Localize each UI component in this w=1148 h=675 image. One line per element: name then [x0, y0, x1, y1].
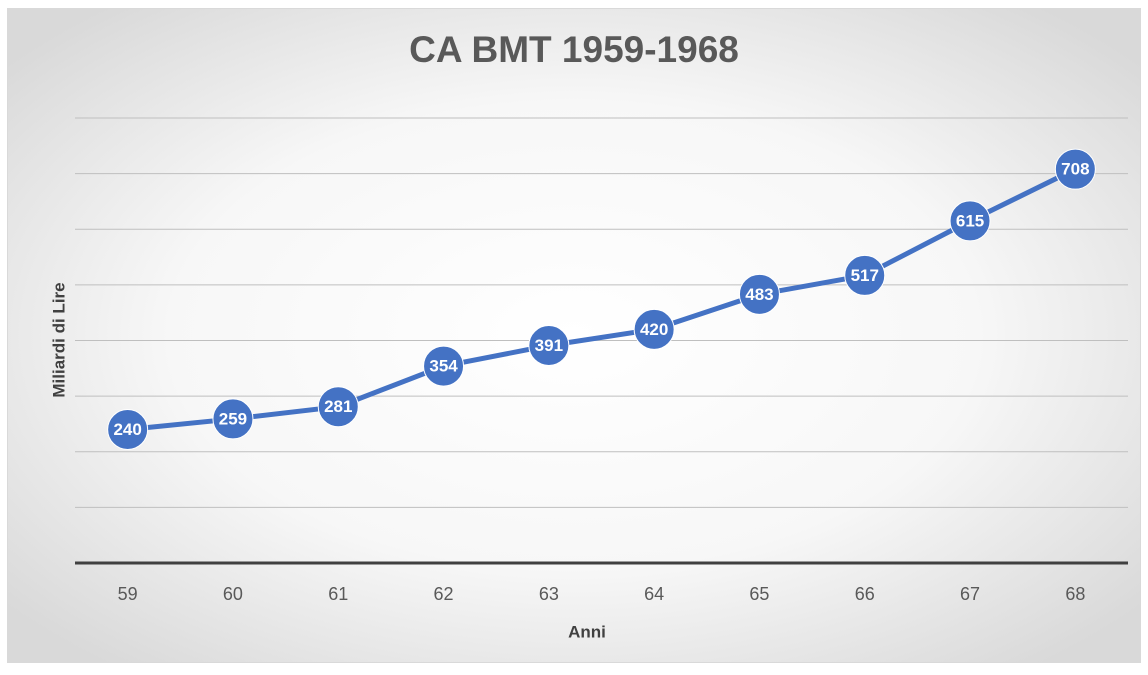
data-label: 240	[113, 420, 141, 439]
data-point	[423, 345, 465, 387]
x-tick-label: 63	[539, 584, 559, 604]
chart-title: CA BMT 1959-1968	[409, 29, 739, 70]
data-line	[127, 166, 1077, 432]
x-tick-label: 62	[434, 584, 454, 604]
data-point	[1054, 148, 1096, 190]
x-tick-label: 65	[749, 584, 769, 604]
data-point	[738, 273, 780, 315]
x-tick-label: 64	[644, 584, 664, 604]
data-label: 420	[640, 320, 668, 339]
data-point	[528, 325, 570, 367]
x-tick-label: 59	[118, 584, 138, 604]
x-tick-label: 66	[855, 584, 875, 604]
y-axis-label: Miliardi di Lire	[49, 282, 68, 397]
x-tick-label: 61	[328, 584, 348, 604]
data-point	[212, 398, 254, 440]
data-label: 354	[429, 357, 458, 376]
data-point	[633, 308, 675, 350]
data-label: 281	[324, 397, 352, 416]
x-tick-label: 67	[960, 584, 980, 604]
data-label: 259	[219, 409, 247, 428]
data-label: 483	[745, 285, 773, 304]
data-label: 517	[851, 266, 879, 285]
data-label: 615	[956, 211, 984, 230]
x-axis-label: Anni	[568, 622, 606, 641]
data-label: 708	[1061, 160, 1089, 179]
x-tick-label: 60	[223, 584, 243, 604]
data-point	[949, 200, 991, 242]
x-tick-label: 68	[1065, 584, 1085, 604]
data-point	[317, 386, 359, 428]
data-point	[107, 409, 149, 450]
data-point	[844, 254, 886, 296]
data-label: 391	[535, 336, 563, 355]
